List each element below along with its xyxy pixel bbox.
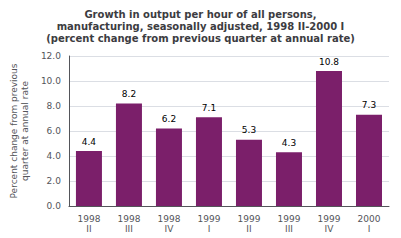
svg-text:8.0: 8.0: [47, 101, 62, 111]
svg-text:1999: 1999: [318, 214, 341, 224]
svg-text:III: III: [285, 224, 293, 234]
svg-text:0.0: 0.0: [47, 201, 62, 211]
svg-text:2000: 2000: [358, 214, 381, 224]
svg-text:(percent change from previous: (percent change from previous quarter at…: [46, 33, 355, 44]
svg-text:8.2: 8.2: [122, 89, 136, 99]
svg-text:III: III: [125, 224, 133, 234]
svg-text:quarter at annual rate: quarter at annual rate: [20, 81, 30, 181]
svg-text:4.4: 4.4: [82, 137, 97, 147]
svg-text:I: I: [208, 224, 211, 234]
svg-text:10.8: 10.8: [319, 57, 339, 67]
svg-text:II: II: [246, 224, 251, 234]
svg-text:IV: IV: [165, 224, 175, 234]
svg-text:4.3: 4.3: [282, 138, 296, 148]
svg-text:7.3: 7.3: [362, 100, 376, 110]
svg-text:1998: 1998: [77, 214, 100, 224]
svg-text:IV: IV: [325, 224, 335, 234]
svg-text:6.0: 6.0: [47, 126, 62, 136]
svg-text:1998: 1998: [117, 214, 140, 224]
svg-text:I: I: [368, 224, 371, 234]
svg-text:1999: 1999: [238, 214, 261, 224]
svg-text:10.0: 10.0: [41, 76, 61, 86]
svg-text:5.3: 5.3: [242, 125, 256, 135]
svg-text:2.0: 2.0: [47, 176, 62, 186]
svg-text:7.1: 7.1: [202, 103, 216, 113]
svg-text:Growth in output per hour of a: Growth in output per hour of all persons…: [84, 9, 316, 20]
svg-text:12.0: 12.0: [41, 51, 61, 61]
svg-text:4.0: 4.0: [47, 151, 62, 161]
svg-text:II: II: [86, 224, 91, 234]
svg-text:manufacturing, seasonally adju: manufacturing, seasonally adjusted, 1998…: [57, 21, 345, 32]
svg-text:6.2: 6.2: [162, 114, 176, 124]
svg-text:1999: 1999: [278, 214, 301, 224]
svg-text:Percent change from previous: Percent change from previous: [9, 63, 19, 198]
svg-text:1998: 1998: [158, 214, 181, 224]
svg-text:1999: 1999: [198, 214, 221, 224]
